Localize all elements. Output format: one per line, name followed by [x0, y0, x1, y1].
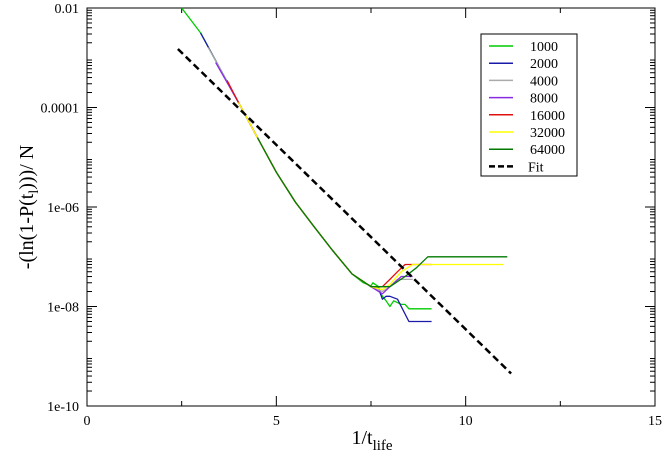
y-tick-label: 0.01	[55, 2, 80, 17]
x-axis-title-subscript: life	[373, 438, 393, 454]
legend-label-1000: 1000	[530, 40, 558, 55]
legend-label-32000: 32000	[530, 126, 565, 141]
x-tick-label: 10	[459, 414, 473, 429]
legend-label-16000: 16000	[530, 109, 565, 124]
minor-ticks	[87, 8, 655, 406]
x-axis-title-main: 1/t	[351, 427, 373, 449]
x-tick-label: 5	[273, 414, 280, 429]
x-tick-label: 0	[84, 414, 91, 429]
x-axis-ticks: 0 5 10 15	[84, 8, 662, 429]
legend-label-2000: 2000	[530, 57, 558, 72]
y-tick-label: 1e-08	[47, 301, 79, 316]
series-layer	[177, 7, 512, 375]
legend-label-fit: Fit	[528, 160, 544, 175]
series-line-fit	[177, 48, 512, 375]
legend-label-64000: 64000	[530, 143, 565, 158]
y-axis-title-part2: )))/ N	[16, 145, 38, 190]
legend-label-4000: 4000	[530, 74, 558, 89]
y-axis-title: -(ln(1-P(tl)))/ N	[16, 145, 42, 269]
legend-label-8000: 8000	[530, 92, 558, 107]
x-axis-title: 1/tlife	[351, 427, 392, 454]
x-tick-label: 15	[648, 414, 662, 429]
y-tick-label: 1e-06	[47, 201, 79, 216]
legend-box	[480, 33, 578, 177]
y-tick-label: 0.0001	[41, 102, 80, 117]
y-axis-title-part1: -(ln(1-P(t	[16, 193, 38, 269]
y-axis-title-subscript: l	[27, 190, 42, 194]
y-axis-ticks: 1e-10 1e-08 1e-06 0.0001 0.01	[41, 2, 655, 415]
legend: 1000 2000 4000 8000 16000 32000 64000 Fit	[480, 33, 578, 177]
y-tick-label: 1e-10	[47, 400, 79, 415]
series-line-64000	[256, 137, 508, 288]
